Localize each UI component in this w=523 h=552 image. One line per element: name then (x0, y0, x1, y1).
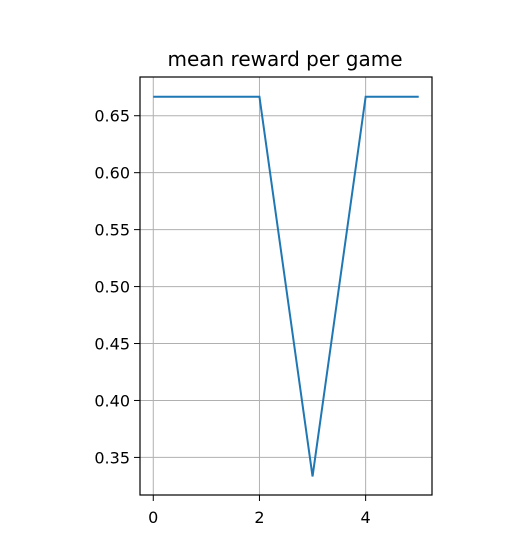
x-tick-label-2: 4 (361, 508, 371, 527)
axes (139, 76, 433, 496)
y-tick-label-1: 0.40 (94, 391, 130, 410)
chart-title: mean reward per game (167, 47, 402, 71)
y-tick-label-2: 0.45 (94, 335, 130, 354)
y-tick-label-4: 0.55 (94, 221, 130, 240)
y-tick-label-3: 0.50 (94, 278, 130, 297)
x-tick-label-1: 2 (254, 508, 264, 527)
y-tick-label-0: 0.35 (94, 448, 130, 467)
x-tick-label-0: 0 (148, 508, 158, 527)
series-line-0 (153, 95, 419, 477)
grid (140, 77, 432, 495)
ticks: 0 2 4 0.35 0.40 0.45 0.50 0.55 0.60 0.65 (94, 107, 370, 527)
series-layer (153, 95, 419, 477)
y-tick-label-5: 0.60 (94, 164, 130, 183)
plot-frame (139, 76, 433, 496)
y-tick-label-6: 0.65 (94, 107, 130, 126)
